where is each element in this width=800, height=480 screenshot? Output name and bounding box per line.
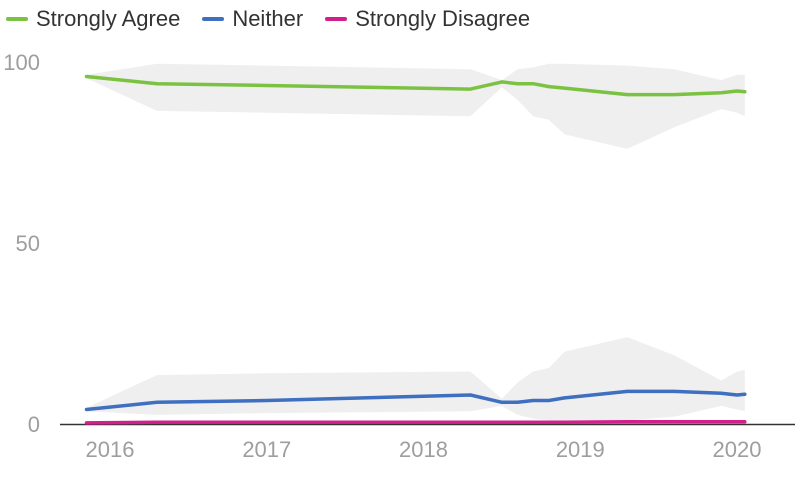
legend-item-strongly-agree[interactable]: Strongly Agree (6, 6, 180, 32)
series-line-strongly-disagree[interactable] (84, 420, 747, 425)
legend-item-neither[interactable]: Neither (202, 6, 303, 32)
confidence-band-strongly-agree (86, 63, 745, 149)
legend-swatch-strongly-disagree (325, 17, 348, 21)
x-tick-label-2017: 2017 (242, 437, 291, 462)
legend-item-strongly-disagree[interactable]: Strongly Disagree (325, 6, 530, 32)
x-tick-label-2016: 2016 (86, 437, 135, 462)
legend-swatch-strongly-agree (6, 17, 28, 21)
series-lines (84, 74, 747, 425)
x-axis-ticks: 2016 2017 2018 2019 2020 (86, 437, 762, 462)
y-axis-ticks: 0 50 100 (3, 50, 40, 437)
series-line-strongly-agree[interactable] (84, 74, 747, 97)
y-tick-label-50: 50 (16, 231, 40, 256)
y-tick-label-100: 100 (3, 50, 40, 75)
confidence-band-neither (86, 337, 745, 421)
legend-label-strongly-agree: Strongly Agree (36, 6, 181, 31)
y-tick-label-0: 0 (28, 412, 40, 437)
x-tick-label-2020: 2020 (713, 437, 762, 462)
confidence-bands (86, 63, 745, 421)
legend-swatch-neither (202, 17, 225, 21)
legend-label-strongly-disagree: Strongly Disagree (355, 6, 531, 31)
legend: Strongly Agree Neither Strongly Disagree (6, 6, 552, 32)
x-tick-label-2019: 2019 (556, 437, 605, 462)
x-tick-label-2018: 2018 (399, 437, 448, 462)
series-line-neither[interactable] (84, 389, 747, 412)
legend-label-neither: Neither (232, 6, 304, 31)
